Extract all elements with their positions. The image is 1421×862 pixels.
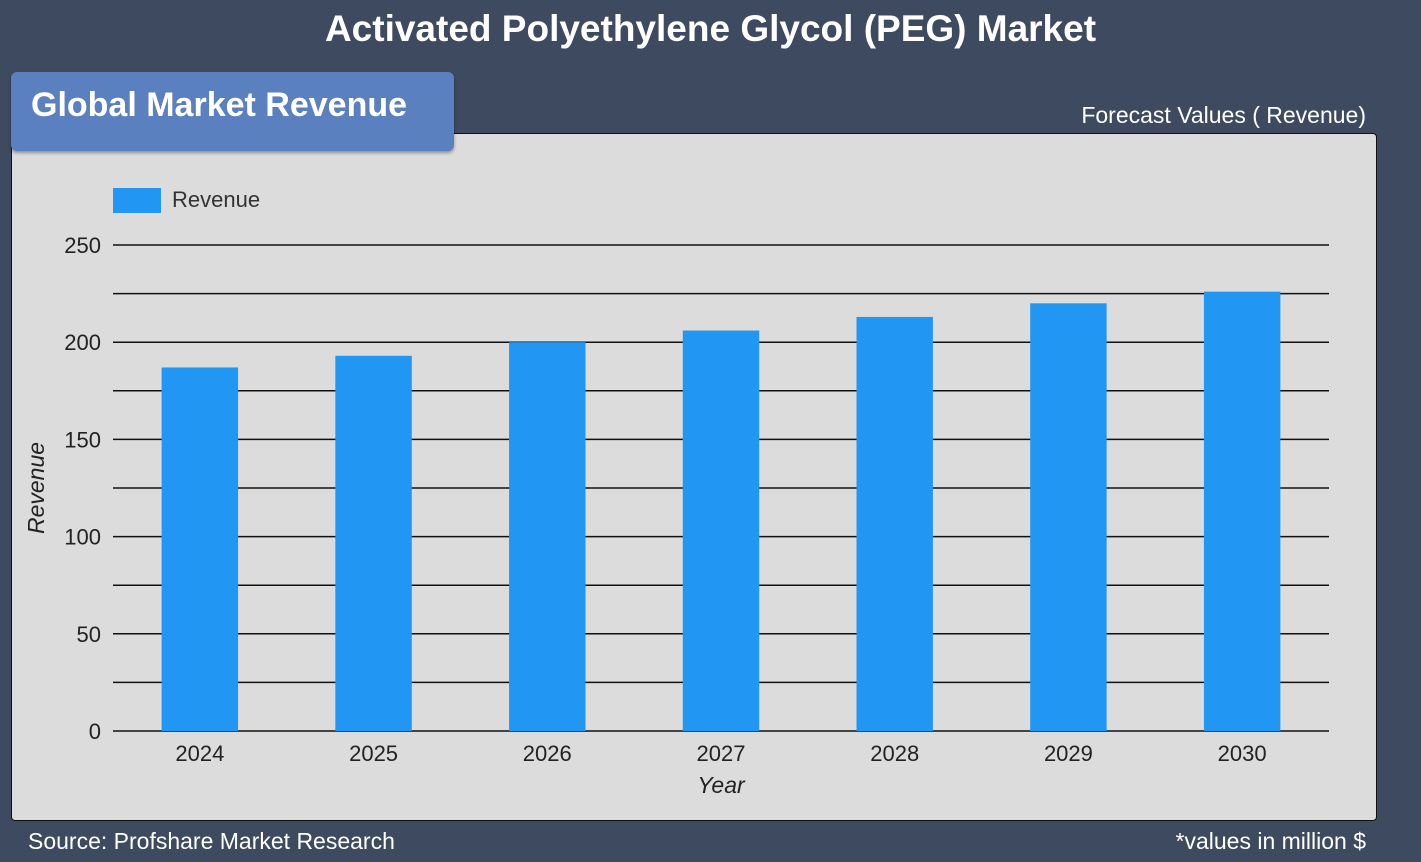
page-title: Activated Polyethylene Glycol (PEG) Mark… [324, 8, 1097, 49]
y-tick-label: 250 [64, 233, 101, 258]
source-note: Source: Profshare Market Research [28, 828, 395, 854]
bar [1030, 303, 1107, 731]
y-tick-label: 50 [77, 622, 101, 647]
x-tick-label: 2030 [1218, 741, 1267, 766]
units-note: *values in million $ [1175, 828, 1366, 854]
x-axis-title: Year [697, 772, 746, 798]
bar [1203, 291, 1281, 731]
x-tick-label: 2029 [1044, 741, 1093, 766]
x-tick-label: 2027 [697, 741, 746, 766]
x-tick-label: 2025 [349, 741, 398, 766]
forecast-label: Forecast Values ( Revenue) [1081, 102, 1366, 128]
bar [509, 342, 586, 731]
bar [335, 355, 412, 731]
subtitle-label: Global Market Revenue [31, 86, 408, 124]
bar [161, 367, 239, 731]
y-tick-label: 100 [64, 525, 101, 550]
y-tick-label: 150 [64, 427, 101, 452]
bar [856, 316, 933, 731]
x-tick-label: 2026 [523, 741, 572, 766]
legend-swatch [113, 187, 161, 213]
y-tick-label: 200 [64, 330, 101, 355]
chart-legend: Revenue [113, 187, 260, 213]
y-tick-label: 0 [89, 719, 101, 744]
x-tick-label: 2028 [870, 741, 919, 766]
subtitle-tab: Global Market Revenue [11, 72, 454, 151]
legend-label: Revenue [172, 187, 261, 212]
y-axis-title: Revenue [23, 442, 49, 534]
bar [682, 330, 760, 731]
x-tick-label: 2024 [175, 741, 224, 766]
